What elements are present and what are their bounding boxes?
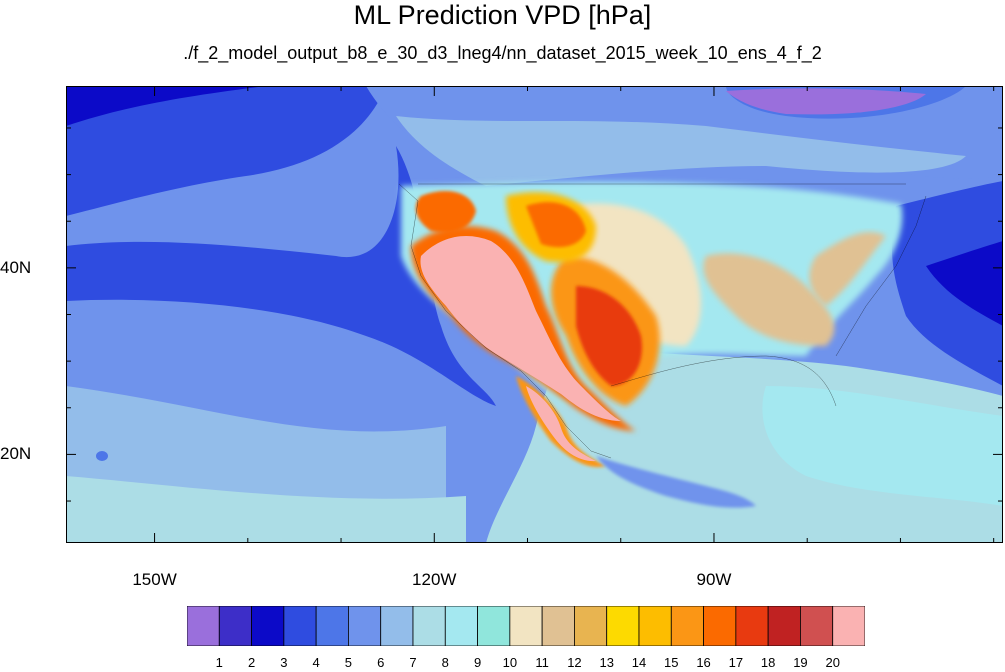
colorbar-label: 17 [728,655,744,670]
x-tick-label: 90W [696,570,732,589]
field-pacific-band [66,146,496,406]
map-plot-area [66,86,1003,543]
colorbar-swatch [348,606,382,646]
colorbar-swatch [477,606,511,646]
colorbar-label: 2 [247,655,256,670]
field-southeast-tan [703,253,835,346]
colorbar-label: 6 [377,655,385,670]
field-gulf-alaska [66,86,266,126]
axis-ticks [66,86,1003,543]
colorbar-swatch [800,606,834,646]
field-pnw-hot [415,191,476,233]
colorbar-swatch [574,606,608,646]
colorbar-label: 11 [535,655,549,670]
gulf-coast-line [610,355,837,407]
colorbar [187,606,865,646]
x-tick-label: 120W [412,570,457,589]
field-canada-light [396,116,966,186]
colorbar-swatch [638,606,672,646]
colorbar-label: 5 [344,655,353,670]
colorbar-swatch [606,606,640,646]
east-coast-line [835,195,927,357]
colorbar-label: 4 [312,655,320,670]
coastlines [398,183,927,459]
chart-title: ML Prediction VPD [hPa] [353,0,652,30]
field-central-america [596,456,756,508]
colorbar-swatch [767,606,801,646]
colorbar-swatch [444,606,478,646]
colorbar-swatch [509,606,543,646]
colorbar-swatch [670,606,704,646]
field-montana-orange [526,202,586,248]
colorbar-label: 7 [409,655,417,670]
field-mexico-pink [526,386,596,462]
colorbar-swatch [703,606,737,646]
colorbar-label: 8 [441,655,449,670]
field-hawaii [96,451,108,461]
colorbar-label: 15 [664,655,679,670]
colorbar-swatch [412,606,446,646]
field-tropics-band [66,476,466,543]
colorbar-swatch [218,606,252,646]
colorbar-swatch [832,606,865,646]
y-tick-label: 20N [0,444,32,464]
field-atlantic-dark [926,241,1003,326]
vpd-map [66,86,1003,543]
colorbar-label: 9 [473,655,482,670]
colorbar-swatch [251,606,285,646]
chart-subtitle: ./f_2_model_output_b8_e_30_d3_lneg4/nn_d… [183,43,822,63]
x-tick-label: 150W [132,570,177,589]
field-caribbean [762,386,1003,506]
colorbar-swatch [187,606,220,646]
colorbar-label: 13 [599,655,614,670]
colorbar-label: 10 [502,655,518,670]
colorbar-swatch [735,606,769,646]
colorbar-swatch [315,606,349,646]
colorbar-label: 12 [567,655,582,670]
field-north-pacific [66,86,386,216]
colorbar-label: 18 [760,655,776,670]
colorbar-label: 20 [825,655,840,670]
colorbar-label: 3 [280,655,288,670]
field-appalachian-tan [809,232,886,306]
colorbar-label: 14 [631,655,647,670]
west-coast-line [398,183,612,459]
colorbar-label: 1 [215,655,223,670]
field-plains-tan [562,203,701,346]
colorbar-swatch [541,606,575,646]
colorbar-swatch [380,606,414,646]
colorbar-swatch [283,606,317,646]
y-tick-label: 40N [0,257,32,277]
colorbar-label: 19 [793,655,808,670]
field-hudson-purple [726,88,926,115]
field-southwest-pink [420,236,621,421]
field-plains-red [576,286,642,386]
colorbar-label: 16 [696,655,711,670]
